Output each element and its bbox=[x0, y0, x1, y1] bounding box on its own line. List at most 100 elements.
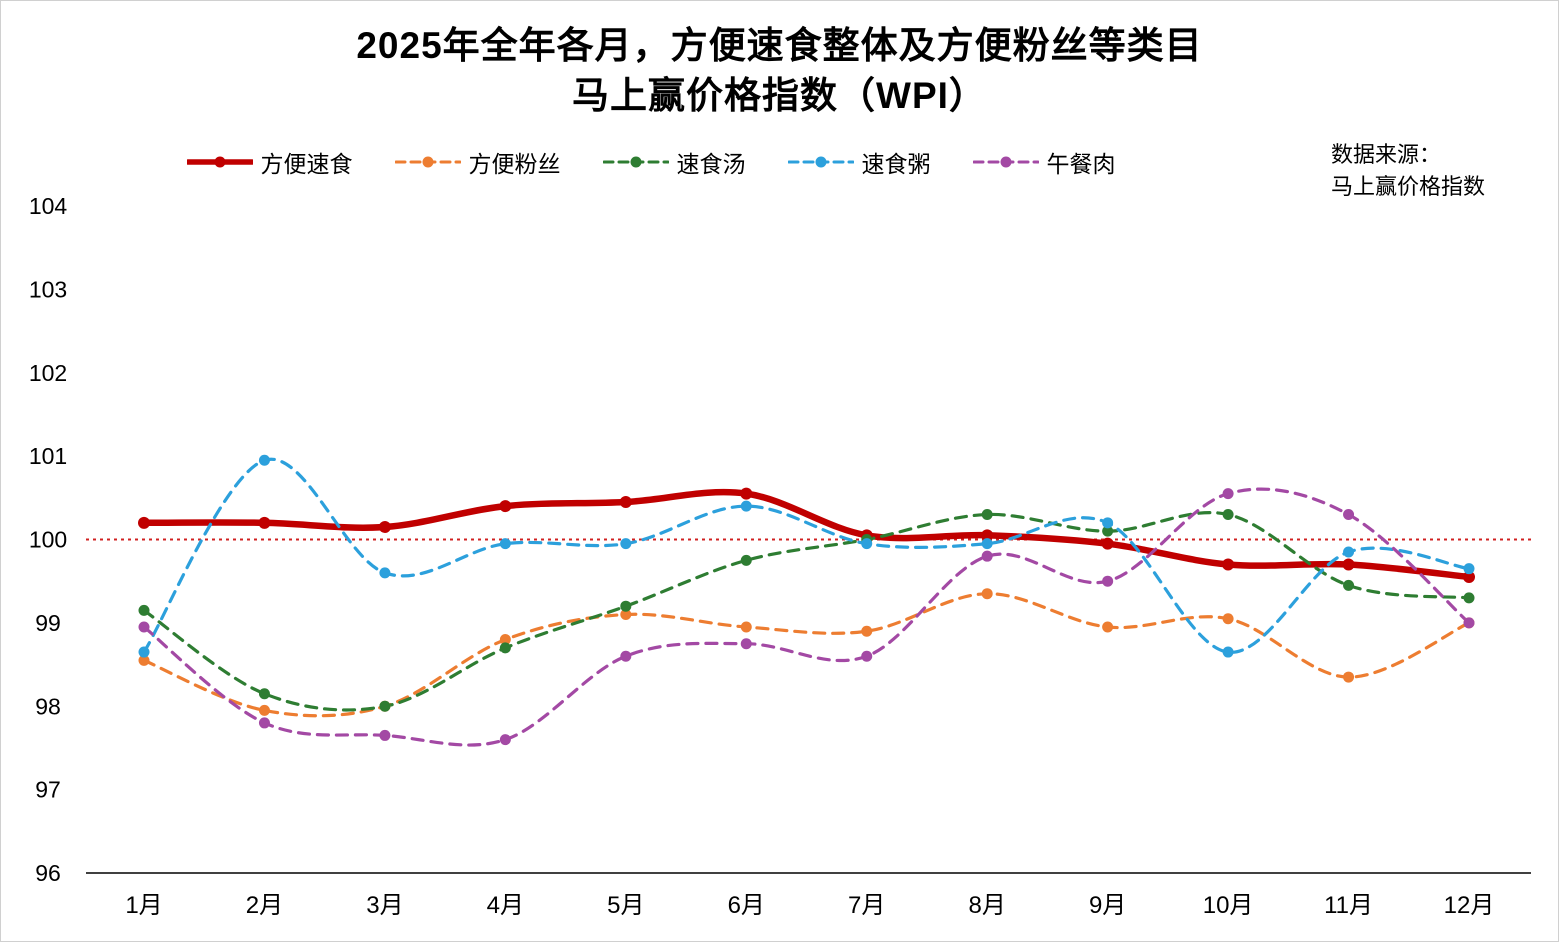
legend-line-sample-0 bbox=[186, 156, 253, 168]
legend-item-fangbiansushi[interactable]: 方便速食 bbox=[186, 145, 353, 179]
legend-item-wucanrou[interactable]: 午餐肉 bbox=[972, 145, 1116, 179]
legend-line-sample-4 bbox=[972, 156, 1039, 168]
legend-sample-marker-3 bbox=[815, 156, 826, 168]
legend-label-4: 午餐肉 bbox=[1046, 151, 1116, 177]
chart-title-line2: 马上赢价格指数（WPI） bbox=[572, 74, 987, 116]
series-0-marker-3 bbox=[499, 500, 512, 513]
y-tick-label-102: 102 bbox=[29, 360, 67, 386]
y-tick-label-100: 100 bbox=[29, 527, 67, 553]
series-line-4 bbox=[142, 487, 1471, 747]
series-0-marker-8 bbox=[1101, 537, 1114, 550]
x-tick-label-8: 8月 bbox=[969, 892, 1006, 919]
series-3-marker-1 bbox=[258, 454, 270, 466]
series-4-marker-4 bbox=[620, 650, 632, 662]
series-4-marker-8 bbox=[1102, 575, 1114, 587]
data-source-line2: 马上赢价格指数 bbox=[1331, 173, 1486, 199]
x-tick-label-3: 3月 bbox=[366, 892, 403, 919]
series-1-marker-8 bbox=[1102, 621, 1114, 633]
x-tick-label-12: 12月 bbox=[1444, 892, 1495, 919]
axis-labels-group: 96 97 98 99 100 101 102 103 104 1月 2月 3月 4月 5月 6月 7月 8月 9… bbox=[29, 193, 1495, 919]
y-tick-label-101: 101 bbox=[29, 443, 67, 469]
series-3-marker-2 bbox=[379, 567, 391, 579]
series-1-marker-1 bbox=[258, 704, 270, 716]
series-2-marker-9 bbox=[1222, 508, 1234, 520]
legend-item-fangbianfensi[interactable]: 方便粉丝 bbox=[394, 145, 561, 179]
series-4-marker-7 bbox=[981, 550, 993, 562]
legend-item-sushizhou[interactable]: 速食粥 bbox=[787, 145, 931, 179]
x-tick-label-5: 5月 bbox=[607, 892, 644, 919]
data-source-line1: 数据来源： bbox=[1331, 142, 1442, 167]
legend-item-sushitang[interactable]: 速食汤 bbox=[602, 145, 746, 179]
series-1-marker-7 bbox=[981, 588, 993, 600]
series-4-marker-3 bbox=[499, 734, 511, 746]
y-tick-label-97: 97 bbox=[35, 777, 61, 803]
series-0-marker-10 bbox=[1342, 558, 1355, 571]
legend-label-2: 速食汤 bbox=[676, 151, 746, 177]
series-2-marker-8 bbox=[1102, 525, 1114, 537]
series-1-marker-10 bbox=[1343, 671, 1355, 683]
chart-title-block: 2025年全年各月，方便速食整体及方便粉丝等类目 马上赢价格指数（WPI） bbox=[1, 21, 1558, 121]
series-2-marker-11 bbox=[1463, 592, 1475, 604]
series-4-marker-5 bbox=[740, 638, 752, 650]
series-2-marker-4 bbox=[620, 600, 632, 612]
legend-sample-marker-1 bbox=[422, 156, 433, 168]
series-0-marker-1 bbox=[258, 516, 271, 529]
series-0-marker-0 bbox=[138, 516, 150, 529]
series-4-marker-10 bbox=[1343, 508, 1355, 520]
legend-label-0: 方便速食 bbox=[260, 151, 353, 177]
series-4-marker-2 bbox=[379, 729, 391, 741]
series-4-marker-1 bbox=[258, 717, 270, 729]
series-3-marker-11 bbox=[1463, 563, 1475, 575]
series-1-marker-6 bbox=[861, 625, 873, 637]
series-3-marker-8 bbox=[1102, 517, 1114, 529]
legend-sample-marker-0 bbox=[214, 156, 225, 168]
series-0-marker-4 bbox=[619, 495, 632, 508]
series-3-marker-0 bbox=[138, 646, 150, 658]
series-1-marker-4 bbox=[620, 609, 632, 621]
series-3-marker-9 bbox=[1222, 646, 1234, 658]
series-2-marker-1 bbox=[258, 688, 270, 700]
series-line-3 bbox=[142, 457, 1471, 654]
x-tick-label-4: 4月 bbox=[487, 892, 524, 919]
series-2-marker-5 bbox=[740, 554, 752, 566]
y-tick-label-96: 96 bbox=[35, 860, 61, 886]
x-tick-label-7: 7月 bbox=[848, 892, 885, 919]
series-markers-group bbox=[138, 454, 1475, 746]
series-1-marker-5 bbox=[740, 621, 752, 633]
x-tick-label-9: 9月 bbox=[1089, 892, 1126, 919]
series-2-marker-7 bbox=[981, 508, 993, 520]
series-line-2 bbox=[142, 511, 1471, 712]
series-3-marker-7 bbox=[981, 538, 993, 550]
y-tick-label-103: 103 bbox=[29, 276, 67, 302]
series-0-marker-7 bbox=[981, 529, 994, 542]
x-tick-label-2: 2月 bbox=[246, 892, 283, 919]
series-0-marker-2 bbox=[378, 520, 391, 533]
legend-label-3: 速食粥 bbox=[861, 151, 931, 177]
series-4-marker-11 bbox=[1463, 617, 1475, 629]
series-0-marker-11 bbox=[1463, 571, 1475, 584]
y-tick-label-104: 104 bbox=[29, 193, 68, 219]
series-2-marker-10 bbox=[1343, 579, 1355, 591]
legend-label-1: 方便粉丝 bbox=[468, 151, 561, 177]
x-tick-label-6: 6月 bbox=[728, 892, 765, 919]
series-1-marker-0 bbox=[138, 654, 150, 666]
series-4-marker-9 bbox=[1222, 488, 1234, 500]
series-1-marker-3 bbox=[499, 634, 511, 646]
series-3-marker-5 bbox=[740, 500, 752, 512]
series-0-marker-9 bbox=[1222, 558, 1235, 571]
series-3-marker-3 bbox=[499, 538, 511, 550]
series-3-marker-6 bbox=[861, 538, 873, 550]
series-4-marker-6 bbox=[861, 650, 873, 662]
x-tick-label-1: 1月 bbox=[125, 892, 162, 919]
series-3-marker-10 bbox=[1343, 546, 1355, 558]
series-0-marker-5 bbox=[740, 487, 753, 500]
x-tick-label-10: 10月 bbox=[1203, 892, 1254, 919]
series-1-marker-9 bbox=[1222, 613, 1234, 625]
legend-line-sample-3 bbox=[787, 156, 854, 168]
y-tick-label-99: 99 bbox=[35, 610, 61, 636]
series-4-marker-0 bbox=[138, 621, 150, 633]
series-2-marker-2 bbox=[379, 700, 391, 712]
series-3-marker-4 bbox=[620, 538, 632, 550]
